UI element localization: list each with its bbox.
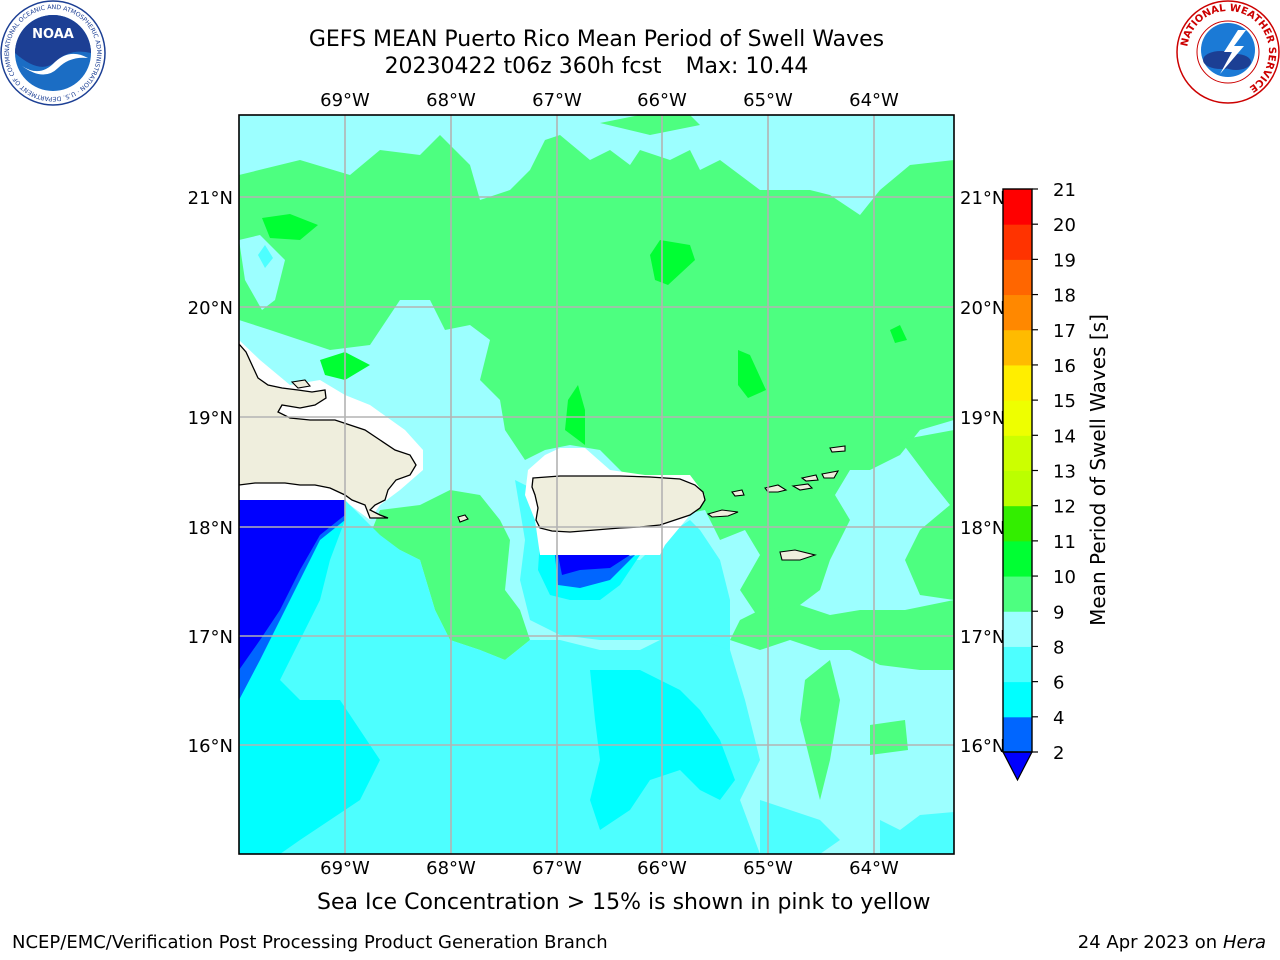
- colorbar-segment: [1003, 505, 1032, 542]
- lon-label-top: 64°W: [849, 90, 899, 111]
- lat-label-left: 16°N: [188, 736, 233, 757]
- footer-host: Hera: [1222, 932, 1266, 953]
- colorbar-tick-label: 9: [1053, 602, 1064, 623]
- colorbar-tick-label: 4: [1053, 708, 1064, 729]
- colorbar-segment: [1003, 716, 1032, 753]
- lon-labels-top: 69°W 68°W 67°W 66°W 65°W 64°W: [320, 90, 899, 111]
- colorbar-segment: [1003, 364, 1032, 401]
- lat-label-right: 16°N: [960, 736, 1005, 757]
- colorbar-tick-label: 15: [1053, 391, 1076, 412]
- colorbar-segment: [1003, 329, 1032, 366]
- colorbar-segment: [1003, 681, 1032, 718]
- caption-text: Sea Ice Concentration > 15% is shown in …: [317, 890, 931, 915]
- contour-layer: [239, 115, 954, 854]
- lat-label-right: 18°N: [960, 518, 1005, 539]
- colorbar-segment: [1003, 294, 1032, 331]
- lat-label-right: 19°N: [960, 408, 1005, 429]
- colorbar-label: Mean Period of Swell Waves [s]: [1086, 314, 1110, 626]
- lon-label-bottom: 66°W: [637, 858, 687, 879]
- footer-branch: NCEP/EMC/Verification Post Processing Pr…: [12, 932, 608, 953]
- lon-label-top: 68°W: [426, 90, 476, 111]
- lat-label-left: 20°N: [188, 298, 233, 319]
- colorbar-segment: [1003, 470, 1032, 507]
- lon-label-bottom: 64°W: [849, 858, 899, 879]
- lon-label-top: 67°W: [532, 90, 582, 111]
- lon-label-bottom: 68°W: [426, 858, 476, 879]
- colorbar-tick-labels: 2 4 6 8 9 10 11 12 13 14 15 16 17 18 19 20 21: [1053, 180, 1076, 764]
- colorbar: [1002, 188, 1038, 782]
- colorbar-tick-label: 21: [1053, 180, 1076, 201]
- lon-label-bottom: 65°W: [743, 858, 793, 879]
- lat-label-right: 20°N: [960, 298, 1005, 319]
- colorbar-tick-label: 6: [1053, 673, 1064, 694]
- colorbar-segment: [1003, 576, 1032, 612]
- colorbar-tick-label: 12: [1053, 497, 1076, 518]
- run-info: 20230422 t06z 360h fcst: [384, 54, 662, 79]
- colorbar-segment: [1003, 435, 1032, 471]
- colorbar-segment: [1003, 646, 1032, 683]
- footer-date: 24 Apr 2023 on Hera: [1078, 932, 1266, 953]
- lon-label-bottom: 69°W: [320, 858, 370, 879]
- max-value: Max: 10.44: [685, 54, 809, 79]
- colorbar-segment: [1003, 611, 1032, 647]
- colorbar-segment: [1003, 189, 1032, 225]
- graticule: [239, 115, 954, 854]
- lon-label-bottom: 67°W: [532, 858, 582, 879]
- lat-label-left: 17°N: [188, 627, 233, 648]
- lat-labels-right: 21°N 20°N 19°N 18°N 17°N 16°N: [960, 188, 1005, 757]
- map-frame: [238, 114, 955, 855]
- noaa-logo: NATIONAL OCEANIC AND ATMOSPHERIC ADMINIS…: [0, 0, 106, 106]
- colorbar-tick-label: 17: [1053, 321, 1076, 342]
- colorbar-tick-label: 11: [1053, 532, 1076, 553]
- lat-label-right: 17°N: [960, 627, 1005, 648]
- colorbar-tick-label: 14: [1053, 426, 1076, 447]
- colorbar-tick-label: 19: [1053, 250, 1076, 271]
- colorbar-tick-label: 10: [1053, 567, 1076, 588]
- lon-labels-bottom: 69°W 68°W 67°W 66°W 65°W 64°W: [320, 858, 899, 879]
- colorbar-tick-label: 18: [1053, 286, 1076, 307]
- map-subtitle: 20230422 t06z 360h fcst Max: 10.44: [0, 54, 1193, 80]
- lat-label-left: 19°N: [188, 408, 233, 429]
- lat-label-right: 21°N: [960, 188, 1005, 209]
- colorbar-segment: [1003, 259, 1032, 296]
- lon-label-top: 66°W: [637, 90, 687, 111]
- colorbar-extend-arrow: [1002, 751, 1033, 782]
- map-title: GEFS MEAN Puerto Rico Mean Period of Swe…: [308, 27, 885, 52]
- noaa-logo-text: NOAA: [32, 27, 74, 42]
- colorbar-tick-label: 16: [1053, 356, 1076, 377]
- footer-date-text: 24 Apr 2023 on: [1077, 932, 1218, 953]
- lon-label-top: 65°W: [743, 90, 793, 111]
- nws-logo: NATIONAL WEATHER SERVICE: [1176, 0, 1280, 104]
- colorbar-tick-label: 13: [1053, 462, 1076, 483]
- lat-labels-left: 21°N 20°N 19°N 18°N 17°N 16°N: [188, 188, 233, 757]
- lat-label-left: 18°N: [188, 518, 233, 539]
- colorbar-segment: [1003, 400, 1032, 436]
- colorbar-segment: [1003, 540, 1032, 577]
- lat-label-left: 21°N: [188, 188, 233, 209]
- colorbar-segment: [1003, 224, 1032, 260]
- colorbar-tick-label: 20: [1053, 215, 1076, 236]
- lon-label-top: 69°W: [320, 90, 370, 111]
- colorbar-tick-label: 8: [1053, 637, 1064, 658]
- colorbar-tick-label: 2: [1053, 743, 1064, 764]
